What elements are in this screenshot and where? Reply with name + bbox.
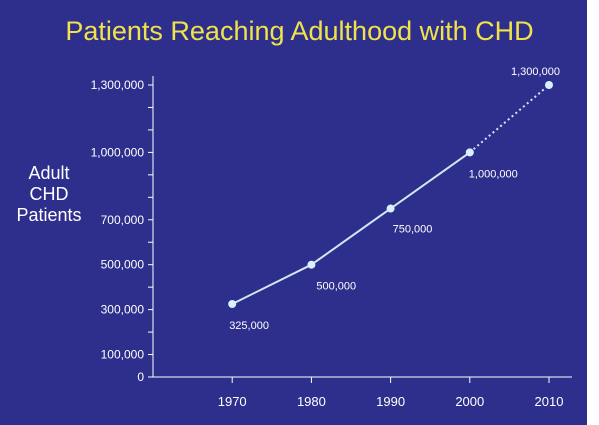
y-tick-label: 100,000 [101, 348, 145, 362]
y-axis-label-line-1: Adult [28, 163, 70, 183]
y-tick-label: 300,000 [101, 303, 145, 317]
x-tick-label: 1990 [376, 394, 405, 409]
projection-segment-dotted [469, 84, 550, 154]
data-label: 750,000 [393, 224, 433, 236]
data-label: 1,000,000 [469, 168, 518, 180]
data-points [228, 81, 553, 308]
data-label: 325,000 [229, 320, 269, 332]
data-point [386, 204, 395, 213]
x-tick-label: 2010 [535, 394, 564, 409]
data-label: 500,000 [316, 281, 356, 293]
y-axis-label-line-3: Patients [16, 205, 82, 225]
series-segment [390, 151, 471, 210]
y-tick-label: 1,300,000 [91, 78, 145, 92]
y-tick-label: 0 [137, 370, 144, 384]
x-tick-label: 2000 [455, 394, 484, 409]
x-tick-label: 1970 [218, 394, 247, 409]
y-axis-label-line-2: CHD [29, 184, 69, 204]
series-line [231, 84, 550, 305]
y-tick-label: 1,000,000 [91, 145, 145, 159]
y-tick-label: 700,000 [101, 213, 145, 227]
data-point [228, 300, 237, 308]
y-axis-label: Adult CHD Patients [6, 163, 92, 226]
data-point [545, 81, 553, 89]
data-label: 1,300,000 [511, 66, 560, 78]
series-segment [310, 207, 392, 266]
x-tick-label: 1980 [297, 394, 326, 409]
chart-background [0, 0, 587, 425]
y-tick-label: 500,000 [101, 258, 145, 272]
data-labels: 325,000 500,000 750,000 1,000,000 1,300,000 [229, 66, 560, 332]
series-segment [231, 263, 312, 305]
data-point [307, 260, 316, 269]
axes: 0 100,000 300,000 500,000 700,000 1,000,000 1,… [91, 76, 572, 409]
chart-title: Patients Reaching Adulthood with CHD [65, 16, 534, 46]
data-point [465, 148, 474, 157]
